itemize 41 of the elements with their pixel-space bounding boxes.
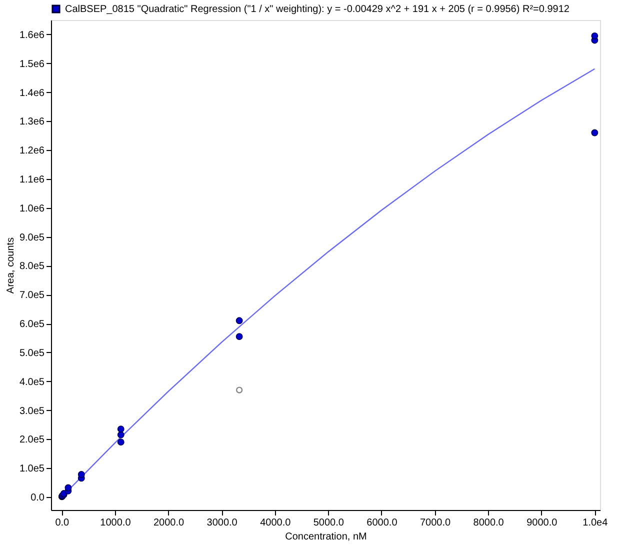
- y-tick-label: 6.0e5: [19, 319, 45, 330]
- legend-label: CalBSEP_0815 "Quadratic" Regression ("1 / x" weighting): y = -0.00429 x^2 + 191 x + 205 (r = 0.9956) R²=0.9912: [65, 4, 570, 15]
- y-tick-label: 4.0e5: [19, 376, 45, 388]
- x-tick-label: 4000.0: [260, 518, 292, 528]
- y-axis-title: Area, counts: [5, 237, 16, 294]
- y-tick-label: 5.0e5: [19, 348, 45, 359]
- x-tick-label: 3000.0: [206, 518, 238, 528]
- y-tick-label: 1.4e6: [19, 88, 45, 99]
- y-tick-label: 7.0e5: [19, 290, 45, 302]
- x-tick-label: 9000.0: [526, 518, 558, 528]
- x-tick-label: 6000.0: [366, 518, 398, 528]
- point: [117, 431, 124, 438]
- point: [117, 426, 124, 433]
- x-tick-label: 2000.0: [153, 518, 184, 528]
- point: [591, 32, 598, 40]
- y-tick-label: 1.6e6: [19, 30, 45, 41]
- y-tick-label: 1.3e6: [19, 116, 45, 128]
- y-tick-label: 9.0e5: [19, 232, 45, 244]
- y-tick-label: 3.0e5: [19, 406, 45, 417]
- y-tick-label: 8.0e5: [19, 261, 45, 272]
- y-tick-label: 1.0e5: [19, 464, 45, 475]
- y-tick-label: 1.0e6: [19, 203, 45, 214]
- y-tick-label: 2.0e5: [19, 434, 45, 446]
- x-tick-label: 5000.0: [313, 518, 344, 528]
- point: [236, 317, 243, 324]
- x-tick-label: 0.0: [55, 518, 70, 528]
- x-tick-label: 1000.0: [100, 518, 132, 528]
- point: [591, 129, 598, 136]
- y-tick-label: 1.5e6: [19, 58, 45, 70]
- x-tick-label: 8000.0: [473, 518, 504, 528]
- point: [64, 484, 72, 492]
- y-tick-label: 1.1e6: [19, 174, 45, 186]
- x-tick-label: 7000.0: [420, 518, 451, 528]
- y-tick-label: 0.0: [30, 492, 45, 504]
- point: [236, 333, 243, 340]
- point: [78, 470, 85, 478]
- point: [117, 438, 124, 446]
- x-axis-title: Concentration, nM: [285, 532, 367, 542]
- y-tick-label: 1.2e6: [19, 146, 45, 157]
- x-tick-label: 1.0e4: [582, 518, 608, 528]
- point: [236, 386, 243, 394]
